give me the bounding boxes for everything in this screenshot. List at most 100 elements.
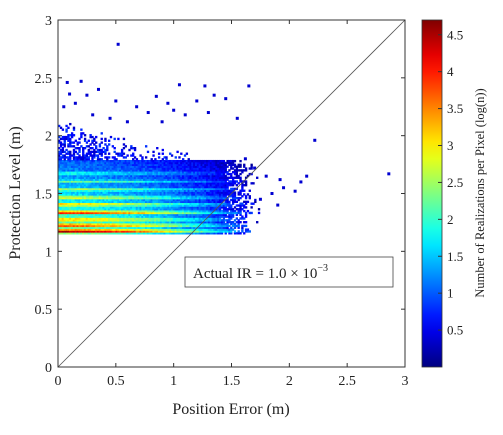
heatmap-cell: [130, 208, 133, 211]
heatmap-cell: [137, 198, 140, 202]
heatmap-cell: [109, 202, 113, 205]
heatmap-cell: [231, 200, 235, 204]
heatmap-cell: [141, 185, 144, 189]
heatmap-cell: [159, 182, 163, 185]
heatmap-cell: [150, 182, 153, 185]
heatmap-cell: [204, 169, 207, 172]
heatmap-cell: [59, 224, 63, 228]
heatmap-cell: [139, 191, 142, 194]
heatmap-cell: [222, 217, 226, 220]
heatmap-cell: [237, 232, 240, 235]
heatmap-cell: [222, 176, 226, 179]
heatmap-cell: [133, 148, 137, 152]
heatmap-cell: [96, 195, 100, 198]
heatmap-cell: [106, 163, 109, 167]
heatmap-cell: [204, 217, 207, 220]
heatmap-cell: [106, 148, 109, 152]
heatmap-cell: [58, 174, 61, 178]
heatmap-cell: [115, 213, 118, 216]
heatmap-cell: [156, 230, 159, 233]
heatmap-cell: [115, 182, 118, 185]
heatmap-cell: [215, 172, 218, 176]
heatmap-cell: [143, 176, 146, 179]
heatmap-cell: [63, 187, 66, 191]
heatmap-cell: [128, 172, 131, 176]
heatmap-cell: [194, 169, 198, 172]
heatmap-cell: [156, 202, 159, 205]
heatmap-cell: [198, 206, 201, 209]
heatmap-cell: [132, 169, 135, 172]
heatmap-cell: [172, 217, 176, 220]
heatmap-cell: [202, 196, 205, 200]
heatmap-cell: [104, 139, 107, 142]
heatmap-cell: [126, 219, 129, 222]
heatmap-cell: [133, 204, 137, 207]
heatmap-cell: [163, 191, 166, 194]
heatmap-cell: [106, 167, 109, 170]
heatmap-cell: [181, 178, 185, 181]
heatmap-cell: [224, 215, 227, 218]
heatmap-cell: [106, 211, 109, 215]
heatmap-cell: [187, 230, 190, 233]
heatmap-cell: [102, 221, 105, 224]
heatmap-cell: [180, 206, 183, 209]
heatmap-cell: [148, 174, 152, 178]
heatmap-cell: [91, 169, 94, 172]
heatmap-cell: [174, 228, 177, 231]
heatmap-cell: [152, 185, 155, 189]
heatmap-cell: [176, 182, 179, 185]
heatmap-cell: [194, 213, 198, 216]
heatmap-cell: [198, 209, 201, 213]
heatmap-cell: [63, 178, 66, 181]
heatmap-cell: [109, 189, 113, 192]
heatmap-cell: [111, 204, 115, 207]
heatmap-cell: [202, 187, 205, 191]
heatmap-cell: [78, 228, 81, 231]
heatmap-cell: [76, 219, 79, 222]
heatmap-cell: [237, 198, 240, 202]
heatmap-cell: [156, 198, 159, 202]
heatmap-cell: [72, 167, 76, 170]
heatmap-cell: [230, 189, 233, 192]
heatmap-cell: [115, 169, 118, 172]
heatmap-cell: [193, 200, 196, 204]
heatmap-cell: [159, 213, 163, 216]
heatmap-cell: [189, 200, 192, 204]
heatmap-cell: [235, 165, 239, 168]
heatmap-cell: [82, 222, 85, 226]
heatmap-cell: [95, 221, 98, 224]
heatmap-cell: [96, 171, 100, 174]
heatmap-cell: [193, 184, 196, 187]
heatmap-cell: [132, 221, 135, 224]
heatmap-cell: [157, 198, 161, 202]
heatmap-cell: [143, 174, 146, 178]
heatmap-cell: [59, 193, 63, 196]
heatmap-cell: [224, 185, 227, 189]
heatmap-cell: [104, 178, 107, 181]
heatmap-cell: [187, 208, 190, 211]
heatmap-cell: [83, 184, 87, 187]
heatmap-cell: [59, 226, 63, 229]
heatmap-cell: [96, 204, 100, 207]
heatmap-cell: [65, 209, 68, 213]
heatmap-cell: [135, 206, 139, 209]
heatmap-cell: [135, 158, 139, 161]
heatmap-cell: [106, 184, 109, 187]
heatmap-cell: [220, 222, 224, 226]
heatmap-cell: [58, 189, 61, 192]
heatmap-cell: [58, 156, 61, 159]
heatmap-cell: [87, 215, 90, 218]
heatmap-cell: [107, 152, 111, 155]
heatmap-cell: [124, 213, 127, 216]
heatmap-cell: [150, 159, 153, 163]
heatmap-cell: [70, 161, 74, 165]
heatmap-cell: [102, 195, 105, 198]
heatmap-cell: [69, 169, 72, 172]
heatmap-cell: [170, 159, 174, 163]
heatmap-cell: [80, 165, 83, 168]
heatmap-cell: [59, 230, 63, 233]
heatmap-cell: [157, 213, 161, 216]
heatmap-cell: [165, 184, 168, 187]
heatmap-cell: [220, 200, 224, 204]
heatmap-cell: [74, 208, 78, 211]
